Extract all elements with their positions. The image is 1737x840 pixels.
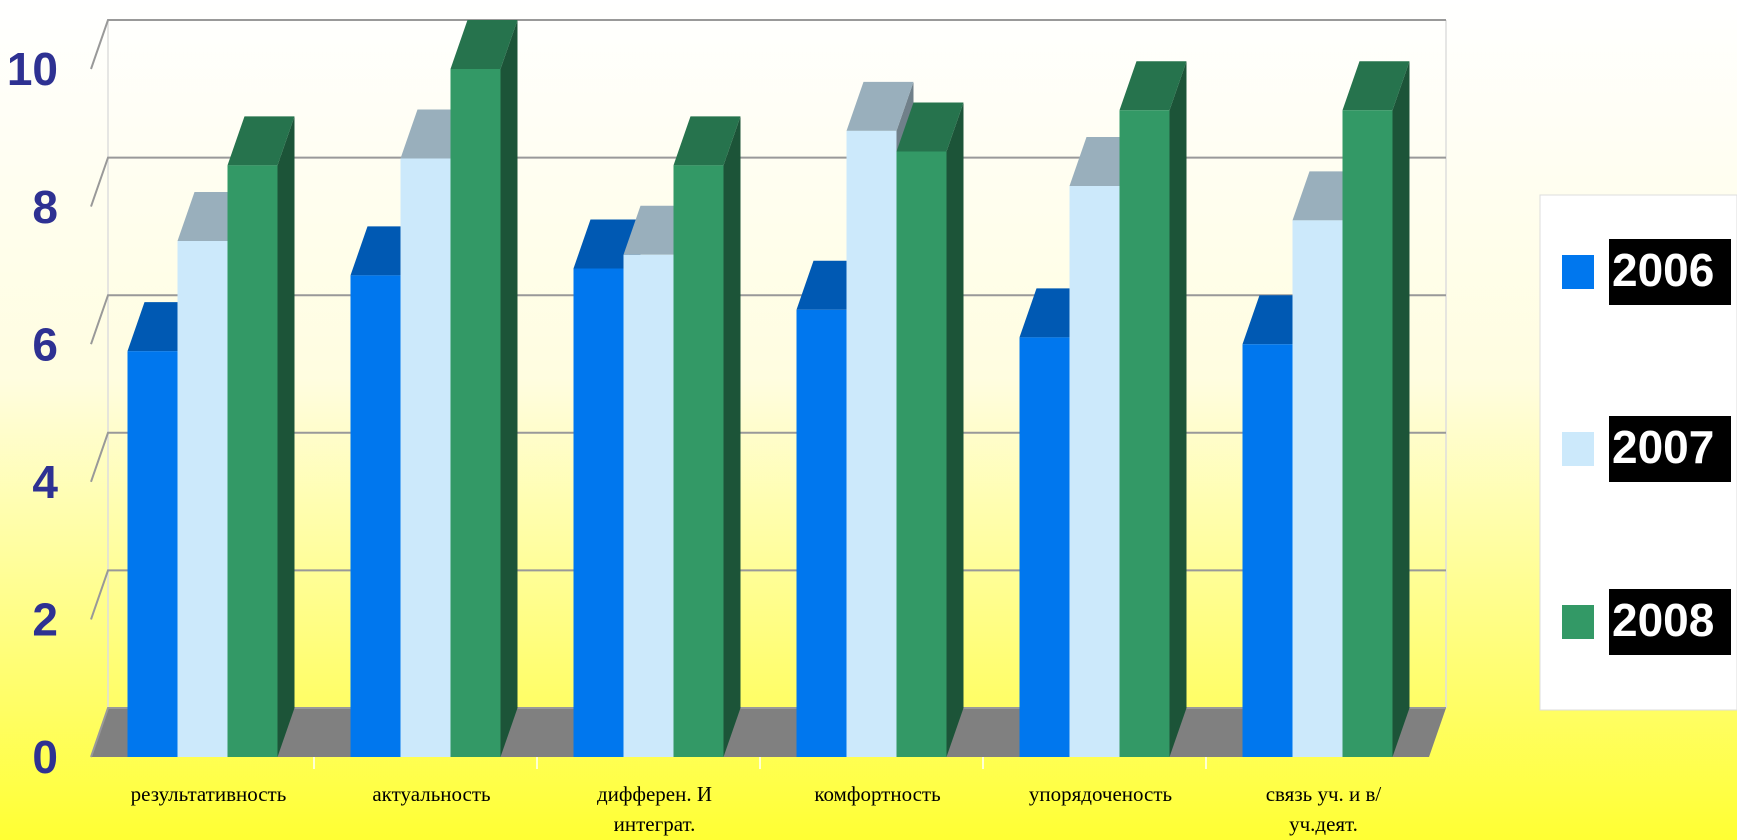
grid-line [90, 294, 1446, 345]
bar-front [1019, 337, 1070, 757]
bar-side [946, 102, 964, 757]
y-tick-label: 10 [7, 43, 58, 95]
bar [1119, 61, 1187, 757]
bar [450, 20, 518, 757]
grid-line [90, 569, 1446, 620]
legend-label-bg [1609, 589, 1731, 655]
bar-front [400, 158, 451, 757]
bar-top [1342, 61, 1410, 111]
bar-front [796, 309, 847, 757]
legend-label: 2006 [1612, 244, 1714, 296]
bar-front [1292, 220, 1343, 758]
bar-top [673, 116, 741, 166]
bar-top [846, 81, 914, 131]
legend-label-bg [1609, 239, 1731, 305]
y-tick-label: 2 [32, 594, 58, 646]
grid-line [90, 19, 1446, 70]
bar-front [450, 69, 501, 757]
bar-front [673, 165, 724, 757]
bar-front [1069, 185, 1120, 757]
grid-line [90, 156, 1446, 207]
bar [1342, 61, 1410, 757]
bar-top [1119, 61, 1187, 111]
y-tick-label: 0 [32, 731, 58, 783]
bar-front [846, 130, 897, 758]
bar-side [277, 116, 295, 757]
bar-front [177, 241, 228, 757]
y-tick-label: 8 [32, 181, 58, 233]
bar-top [450, 20, 518, 69]
grid-line [90, 707, 1446, 758]
bar-side [500, 20, 518, 757]
bar-side [1392, 61, 1410, 757]
bar-side [723, 116, 741, 757]
x-tick-label: комфортность [814, 782, 941, 806]
bar [227, 116, 295, 757]
bar-top [227, 116, 295, 166]
legend-swatch [1562, 605, 1594, 639]
legend-label-bg [1609, 416, 1731, 482]
x-tick-label: связь уч. и в/уч.деят. [1265, 782, 1382, 836]
x-tick-label: актуальность [372, 782, 491, 806]
bar [896, 102, 964, 757]
y-tick-label: 4 [32, 456, 58, 508]
bar-front [350, 275, 401, 757]
y-tick-label: 6 [32, 318, 58, 370]
legend-label: 2007 [1612, 421, 1714, 473]
bar-front [573, 268, 624, 757]
bar-front [623, 254, 674, 757]
bar-front [127, 351, 178, 757]
bar-front [896, 151, 947, 757]
legend-swatch [1562, 432, 1594, 466]
legend-swatch [1562, 255, 1594, 289]
bar-side [1169, 61, 1187, 757]
bar-front [1242, 344, 1293, 757]
bar-front [1342, 110, 1393, 757]
grid-line [90, 431, 1446, 483]
bar [673, 116, 741, 757]
bar-front [1119, 110, 1170, 757]
x-tick-label: упорядоченость [1028, 782, 1173, 806]
x-tick-label: дифферен. И интеграт. [596, 782, 713, 836]
legend-label: 2008 [1612, 594, 1714, 646]
bar-top [896, 102, 964, 152]
bar-front [227, 165, 278, 757]
x-tick-label: результативность [130, 782, 287, 806]
